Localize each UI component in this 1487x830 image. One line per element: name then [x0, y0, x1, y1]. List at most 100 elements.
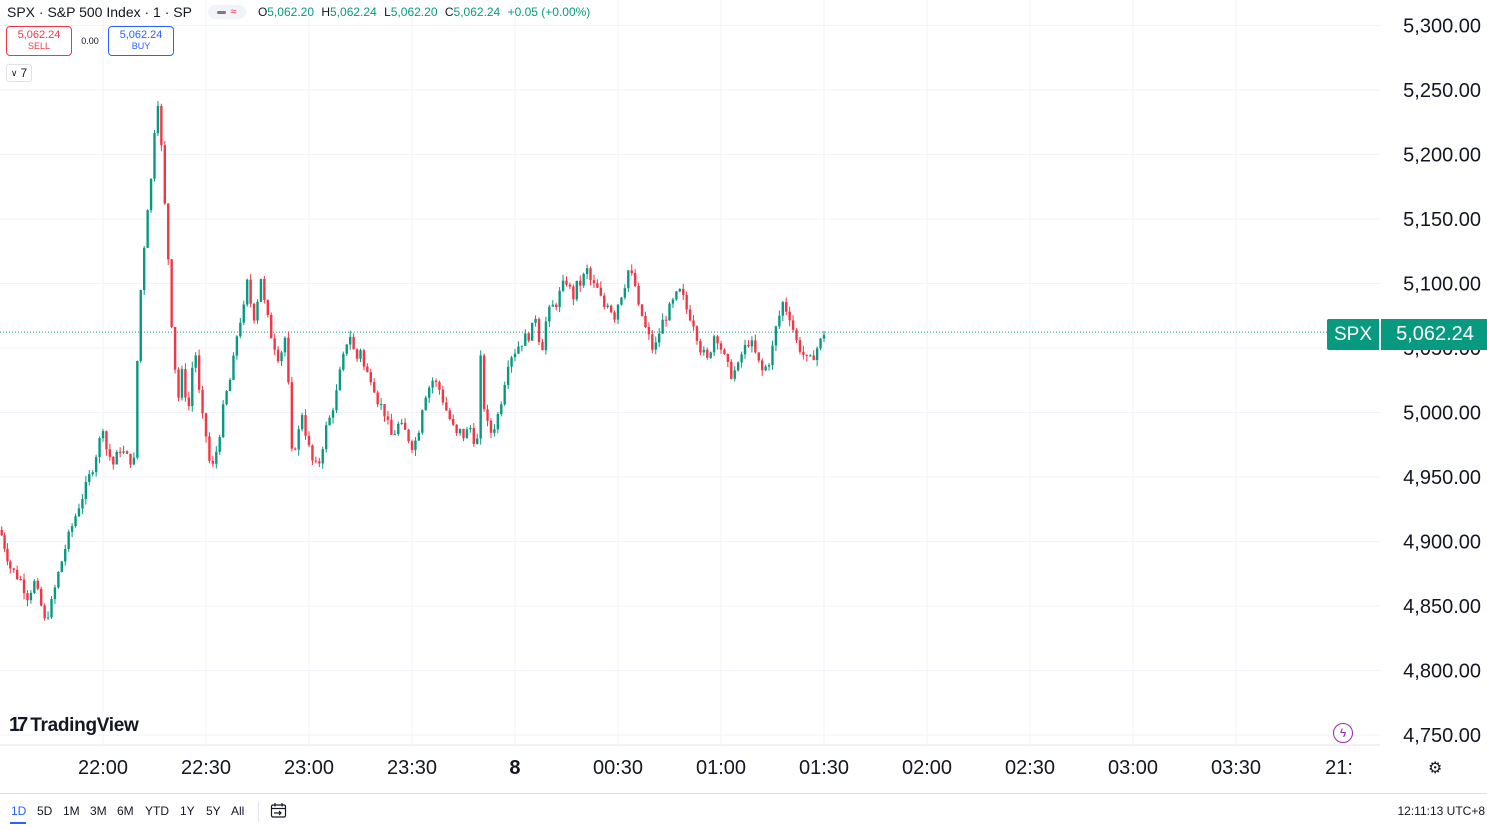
- range-button-6m[interactable]: 6M: [117, 804, 134, 818]
- wave-icon: ≈: [230, 6, 237, 18]
- indicators-toggle[interactable]: ∨ 7: [6, 64, 32, 82]
- range-button-1m[interactable]: 1M: [63, 804, 80, 818]
- candle-body: [345, 344, 348, 354]
- candle-body: [136, 360, 139, 458]
- candle-body: [785, 302, 788, 312]
- active-range-underline: [10, 822, 26, 824]
- candle-body: [616, 304, 620, 320]
- range-button-1y[interactable]: 1Y: [180, 804, 195, 818]
- price-chart[interactable]: 5,300.00 5,250.00 5,200.00 5,150.00 5,100.00…: [0, 0, 1487, 793]
- candle-body: [245, 279, 249, 305]
- candle-body: [22, 579, 26, 594]
- candle-body: [81, 499, 84, 509]
- chevron-down-icon: ∨: [10, 67, 18, 78]
- candle-body: [19, 579, 22, 581]
- candle-body: [270, 314, 273, 339]
- candle-body: [726, 353, 730, 362]
- buy-price: 5,062.24: [119, 29, 163, 41]
- candle-body: [355, 349, 359, 359]
- sell-button[interactable]: 5,062.24 SELL: [6, 26, 72, 56]
- candle-body: [273, 338, 276, 350]
- candle-body: [791, 320, 795, 330]
- candle-body: [12, 568, 15, 570]
- candle-body: [640, 304, 644, 316]
- candle-body: [256, 301, 259, 321]
- range-button-all[interactable]: All: [231, 804, 245, 818]
- candle-body: [438, 382, 441, 390]
- candle-body: [239, 322, 242, 337]
- symbol-title[interactable]: SPX · S&P 500 Index · 1 · SP: [7, 4, 192, 20]
- indicators-count: 7: [20, 66, 28, 80]
- candle-body: [736, 362, 740, 371]
- candle-body: [304, 415, 307, 436]
- candle-body: [743, 344, 747, 355]
- bolt-icon[interactable]: ϟ: [1333, 723, 1353, 743]
- candle-body: [379, 404, 383, 406]
- candle-body: [781, 302, 784, 316]
- candle-body: [263, 278, 266, 301]
- candle-body: [362, 350, 366, 367]
- ohlc-open: O5,062.20: [257, 5, 315, 19]
- candle-body: [348, 336, 352, 345]
- candle-body: [458, 428, 462, 434]
- candle-body: [530, 322, 534, 341]
- price-axis[interactable]: 5,300.00 5,250.00 5,200.00 5,150.00 5,100.00…: [1403, 15, 1481, 747]
- candle-body: [661, 319, 664, 334]
- candle-body: [180, 369, 184, 398]
- x-tick-label: 22:30: [181, 757, 231, 779]
- candle-body: [723, 349, 726, 354]
- range-button-5d[interactable]: 5D: [37, 804, 53, 818]
- candle-body: [208, 436, 211, 461]
- candle-body: [211, 460, 215, 464]
- utc-clock[interactable]: 12:11:13 UTC+8: [1397, 804, 1486, 818]
- calendar-goto-icon[interactable]: [270, 802, 287, 819]
- candle-body: [496, 414, 500, 430]
- candle-body: [558, 290, 561, 308]
- candle-body: [548, 306, 551, 322]
- logo-text: TradingView: [30, 714, 139, 736]
- candle-body: [482, 355, 486, 410]
- candle-body: [486, 409, 489, 421]
- time-axis[interactable]: 22:00 22:30 23:00 23:30 8 00:30 01:00 01:30 02:0…: [78, 757, 1353, 779]
- candle-body: [678, 289, 681, 292]
- candle-body: [815, 348, 819, 361]
- y-tick-label: 4,900.00: [1403, 532, 1481, 554]
- buy-button[interactable]: 5,062.24 BUY: [108, 26, 174, 56]
- candle-body: [235, 336, 239, 356]
- candle-body: [294, 448, 297, 450]
- gear-icon[interactable]: ⚙: [1428, 760, 1443, 777]
- range-button-5y[interactable]: 5Y: [206, 804, 221, 818]
- symbol-legend: SPX · S&P 500 Index · 1 · SP ≈ O5,062.20…: [7, 3, 590, 21]
- tradingview-logo-icon: 17: [9, 714, 28, 736]
- y-tick-label: 4,750.00: [1403, 725, 1481, 747]
- x-tick-label: 02:30: [1005, 757, 1055, 779]
- candle-body: [709, 352, 712, 358]
- candle-body: [760, 360, 764, 371]
- candle-body: [287, 337, 290, 383]
- candle-body: [441, 389, 445, 403]
- candle-body: [218, 437, 221, 452]
- candle-body: [142, 247, 146, 291]
- candle-body: [46, 617, 50, 619]
- range-button-ytd[interactable]: YTD: [145, 804, 169, 818]
- candle-body: [88, 474, 91, 482]
- range-button-3m[interactable]: 3M: [90, 804, 107, 818]
- candle-body: [50, 599, 53, 618]
- ohlc-values: O5,062.20 H5,062.24 L5,062.20 C5,062.24 …: [258, 5, 590, 19]
- candle-body: [740, 354, 743, 363]
- y-tick-label: 5,200.00: [1403, 144, 1481, 166]
- candle-body: [400, 422, 403, 424]
- candle-body: [390, 419, 393, 435]
- tradingview-logo[interactable]: 17 TradingView: [9, 714, 139, 737]
- candle-body: [324, 425, 328, 450]
- candle-body: [537, 318, 541, 343]
- candle-body: [767, 365, 771, 367]
- legend-status-pill[interactable]: ≈: [207, 5, 246, 19]
- ohlc-low: L5,062.20: [384, 5, 438, 19]
- range-button-1d[interactable]: 1D: [11, 804, 27, 818]
- candle-body: [314, 460, 318, 462]
- candle-body: [307, 435, 311, 446]
- candle-body: [517, 346, 520, 354]
- sell-label: SELL: [27, 41, 51, 51]
- candle-body: [297, 429, 300, 450]
